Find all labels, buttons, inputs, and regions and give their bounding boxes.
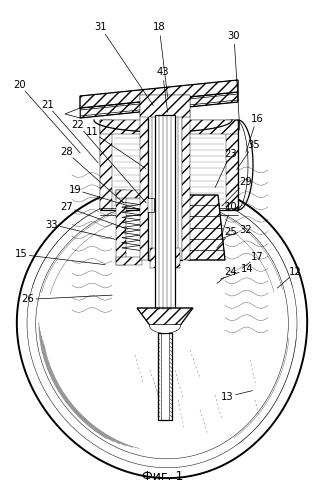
Polygon shape [65,108,80,118]
Text: 24: 24 [225,267,237,277]
Text: 35: 35 [247,140,260,150]
Polygon shape [150,325,180,333]
Text: 15: 15 [15,250,28,259]
Polygon shape [100,120,238,134]
Polygon shape [116,190,142,198]
Polygon shape [182,95,190,260]
Text: 25: 25 [224,227,237,237]
Text: 14: 14 [241,264,253,274]
Text: Фиг. 1: Фиг. 1 [142,471,183,484]
Text: 27: 27 [60,202,73,212]
Text: 28: 28 [60,147,73,157]
Text: 30: 30 [228,31,240,41]
Polygon shape [140,95,190,117]
Text: 21: 21 [41,100,54,110]
Text: 17: 17 [250,252,263,262]
Text: 20: 20 [13,80,26,90]
Text: 10: 10 [225,202,237,212]
Polygon shape [137,308,193,325]
Polygon shape [155,268,175,276]
Text: 33: 33 [46,220,58,230]
Text: 13: 13 [221,392,234,402]
Polygon shape [142,198,154,212]
Text: 32: 32 [239,225,252,235]
Polygon shape [113,195,213,230]
Text: 19: 19 [68,185,81,195]
Polygon shape [226,120,238,210]
Polygon shape [100,120,112,210]
Text: 12: 12 [289,267,302,277]
Text: 26: 26 [21,294,34,304]
Polygon shape [116,257,142,265]
Polygon shape [140,95,148,260]
Text: 22: 22 [72,120,84,130]
Polygon shape [80,92,238,118]
Polygon shape [155,115,175,310]
Polygon shape [158,333,172,420]
Text: 16: 16 [250,114,263,124]
Text: 43: 43 [156,67,169,77]
Polygon shape [150,248,180,268]
Text: 18: 18 [153,22,165,32]
Text: 31: 31 [95,22,107,32]
Polygon shape [17,182,307,478]
Polygon shape [100,120,238,210]
Polygon shape [80,80,238,108]
Polygon shape [116,190,126,265]
Text: 11: 11 [86,127,99,137]
Polygon shape [148,95,182,260]
Polygon shape [188,195,225,260]
Text: 23: 23 [225,149,237,159]
Text: 29: 29 [239,177,252,187]
